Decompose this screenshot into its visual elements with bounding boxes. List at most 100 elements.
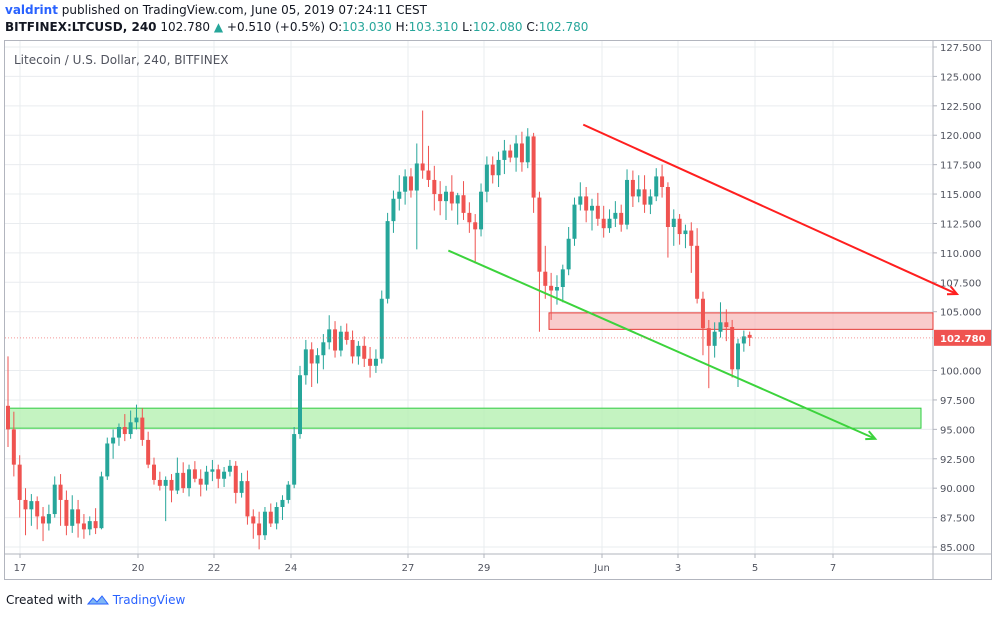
candle-body bbox=[519, 143, 524, 163]
candle bbox=[408, 168, 413, 198]
candle-body bbox=[76, 509, 81, 524]
candle bbox=[502, 139, 507, 175]
candle bbox=[449, 175, 454, 211]
candle-body bbox=[572, 204, 577, 239]
candle-body bbox=[496, 159, 501, 176]
candle bbox=[93, 508, 98, 535]
candle-body bbox=[192, 469, 197, 479]
y-tick-label: 115.000 bbox=[940, 190, 981, 201]
candle bbox=[222, 467, 227, 487]
candle-body bbox=[227, 465, 232, 472]
candle bbox=[619, 204, 624, 232]
candle bbox=[654, 168, 659, 202]
y-tick-label: 110.000 bbox=[940, 249, 981, 260]
candle bbox=[706, 319, 711, 389]
candle bbox=[403, 169, 408, 205]
chart-title: Litecoin / U.S. Dollar, 240, BITFINEX bbox=[14, 53, 229, 67]
candle-body bbox=[403, 176, 408, 192]
candle-body bbox=[41, 516, 46, 524]
candle bbox=[146, 431, 151, 469]
candle-body bbox=[338, 331, 343, 351]
candle-body bbox=[52, 484, 57, 515]
tradingview-logo-icon bbox=[86, 595, 109, 605]
candle-body bbox=[514, 143, 519, 158]
candle bbox=[81, 514, 86, 539]
candle-body bbox=[368, 358, 373, 366]
candle bbox=[543, 245, 548, 299]
candle bbox=[303, 339, 308, 385]
candle bbox=[11, 411, 16, 477]
candle bbox=[356, 341, 361, 365]
candle bbox=[560, 264, 565, 303]
price-change: +0.510 (+0.5%) bbox=[226, 20, 326, 34]
candle-body bbox=[461, 195, 466, 213]
candle bbox=[519, 131, 524, 172]
candle bbox=[122, 414, 127, 442]
candle bbox=[87, 516, 92, 536]
tradingview-brand[interactable]: TradingView bbox=[112, 593, 186, 607]
candle-body bbox=[105, 443, 110, 477]
candlestick-chart[interactable]: 127.500 125.000 122.500 120.000 117.500 115.0… bbox=[4, 40, 992, 580]
candle-body bbox=[245, 481, 250, 517]
candle-body bbox=[642, 189, 647, 205]
descending-support-line-arrowhead bbox=[865, 430, 878, 441]
candle-body bbox=[584, 196, 589, 211]
candle bbox=[695, 228, 700, 304]
candle-body bbox=[397, 191, 402, 199]
candle-body bbox=[134, 417, 139, 423]
footer: Created with TradingView bbox=[6, 593, 185, 607]
candle-body bbox=[449, 191, 454, 204]
candle bbox=[730, 319, 735, 378]
high-label: H: bbox=[395, 20, 409, 34]
x-tick-label: 3 bbox=[675, 563, 681, 574]
candle bbox=[660, 164, 665, 198]
candle-body bbox=[111, 437, 116, 444]
high-value: 103.310 bbox=[408, 20, 459, 34]
candle-body bbox=[309, 349, 314, 364]
candle-body bbox=[298, 375, 302, 435]
candle-body bbox=[204, 471, 209, 485]
candle bbox=[566, 227, 571, 276]
candle-body bbox=[128, 422, 133, 435]
candle bbox=[741, 330, 746, 352]
candle-body bbox=[414, 163, 419, 191]
candle bbox=[368, 347, 373, 378]
candle-body bbox=[601, 218, 606, 229]
candle-body bbox=[554, 287, 559, 291]
candle-body bbox=[292, 434, 297, 485]
chart-area[interactable]: 127.500 125.000 122.500 120.000 117.500 115.0… bbox=[4, 40, 992, 580]
candle-body bbox=[87, 521, 92, 530]
candle-body bbox=[741, 336, 746, 344]
candle-body bbox=[549, 285, 554, 291]
x-tick-label: 7 bbox=[830, 563, 836, 574]
y-tick-label: 85.000 bbox=[940, 543, 975, 554]
low-value: 102.080 bbox=[472, 20, 523, 34]
candle-body bbox=[695, 245, 700, 299]
author-name[interactable]: valdrint bbox=[5, 3, 58, 17]
candle-body bbox=[467, 212, 472, 223]
candle bbox=[309, 342, 314, 387]
candle-body bbox=[350, 339, 355, 357]
candle-body bbox=[543, 271, 548, 286]
candle bbox=[362, 336, 367, 367]
candle bbox=[41, 507, 46, 542]
close-label: C: bbox=[526, 20, 539, 34]
candle-body bbox=[233, 465, 238, 493]
candle bbox=[420, 110, 425, 179]
candle-body bbox=[373, 358, 378, 366]
candle-body bbox=[198, 478, 203, 485]
candle bbox=[321, 334, 326, 370]
candle-body bbox=[700, 298, 705, 329]
candle-body bbox=[181, 472, 186, 489]
candle bbox=[712, 322, 717, 358]
candle bbox=[163, 476, 168, 522]
candle bbox=[175, 457, 180, 495]
candle bbox=[64, 490, 69, 536]
candle bbox=[245, 470, 250, 525]
candle-body bbox=[58, 484, 63, 500]
candle-body bbox=[391, 198, 396, 222]
candle-body bbox=[303, 349, 308, 376]
candle bbox=[397, 175, 402, 211]
candle-body bbox=[146, 439, 151, 465]
candle bbox=[625, 169, 630, 230]
